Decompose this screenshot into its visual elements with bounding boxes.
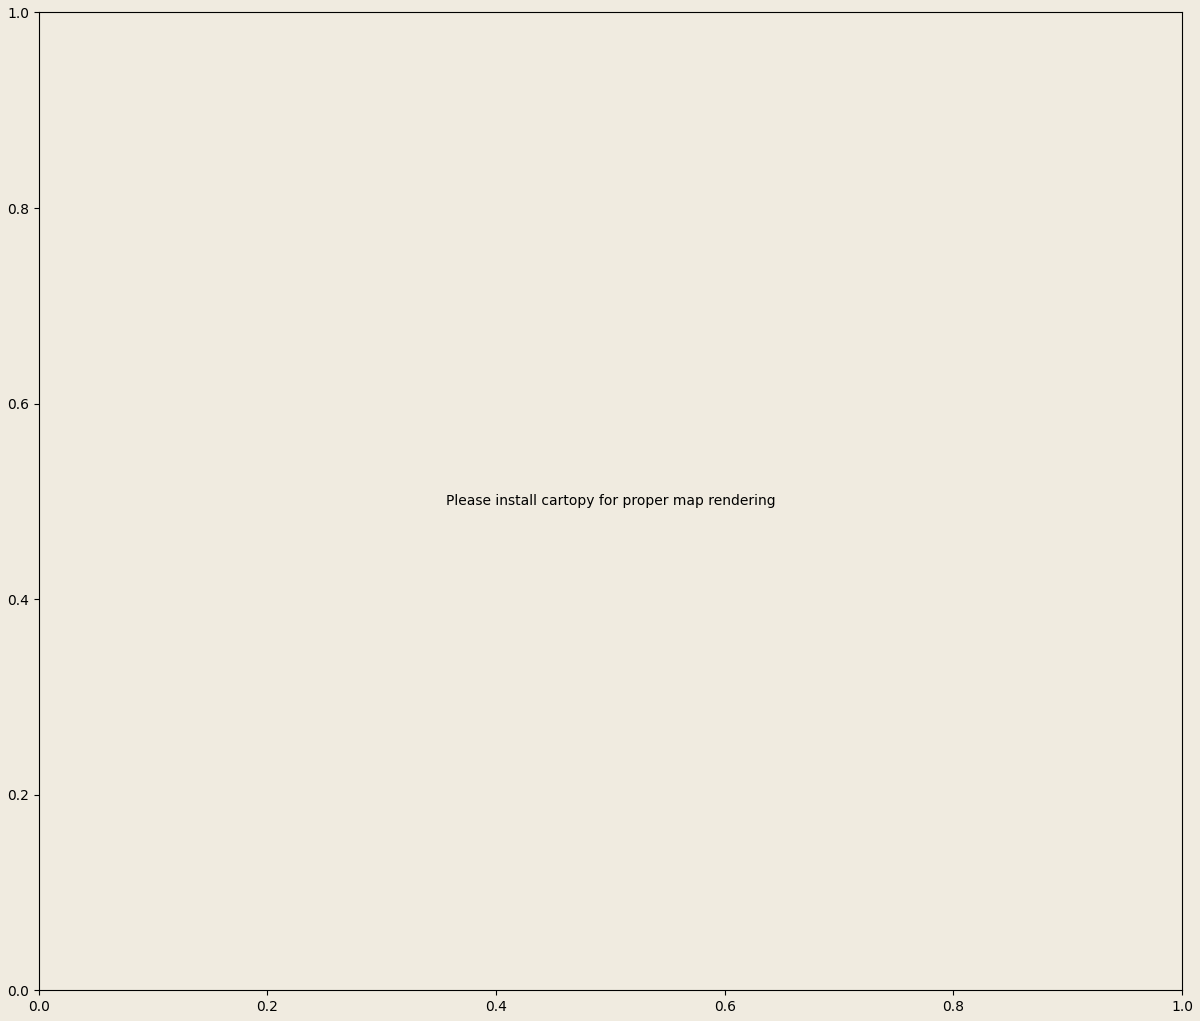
Text: Please install cartopy for proper map rendering: Please install cartopy for proper map re… — [445, 494, 775, 508]
